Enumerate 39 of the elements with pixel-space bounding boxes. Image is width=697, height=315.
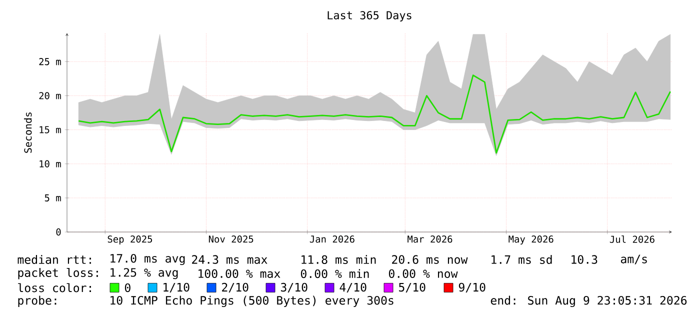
text: 9/10 (458, 282, 486, 293)
text: 100.00 % max (198, 269, 280, 278)
y-axis-title: Seconds (24, 112, 32, 153)
text: 0.00 % min (300, 269, 369, 278)
text: probe: (18, 296, 56, 307)
text: packet loss: (18, 268, 98, 280)
x-tick-label: Jul 2026 (610, 236, 654, 243)
text: median rtt: (18, 255, 91, 264)
text: 0 (124, 283, 130, 292)
text: 0.00 % now (388, 269, 458, 278)
text: 1.7 ms sd (492, 255, 552, 264)
text: 20.6 ms now (392, 255, 468, 264)
text: 1.25 % avg (110, 268, 178, 280)
chart-title: Last 365 Days (328, 11, 412, 22)
x-tick-label: Sep 2025 (108, 236, 152, 245)
y-tick-label: 15 m (40, 126, 61, 134)
text: 11.8 ms min (302, 255, 376, 264)
text: 2/10 (222, 282, 248, 293)
text: 4/10 (340, 282, 366, 293)
text: loss color: (18, 283, 91, 292)
text: 3/10 (280, 282, 308, 293)
y-tick-label: 5 m (44, 194, 61, 202)
text: end: Sun Aug 9 23:05:31 2026 (490, 296, 687, 308)
y-tick-label: 0 (56, 228, 61, 236)
text: 1/10 (164, 282, 190, 293)
text: 10.3 (572, 255, 598, 264)
x-tick-label: Mar 2026 (408, 236, 452, 243)
text: 10 ICMP Echo Pings (500 Bytes) every 300s (110, 296, 394, 308)
line-series (78, 74, 672, 154)
x-tick-label: May 2026 (508, 236, 554, 245)
text: am/s (620, 254, 647, 264)
x-tick-label: Jan 2026 (310, 236, 354, 243)
text: 24.3 ms max (192, 255, 268, 264)
y-tick-label: 20 m (39, 92, 61, 100)
x-tick-label: Nov 2025 (208, 236, 254, 243)
text: 17.0 ms avg (110, 254, 185, 266)
y-tick-label: 25 m (39, 58, 61, 66)
text: 5/10 (399, 282, 426, 293)
y-tick-label: 10 m (40, 160, 61, 168)
